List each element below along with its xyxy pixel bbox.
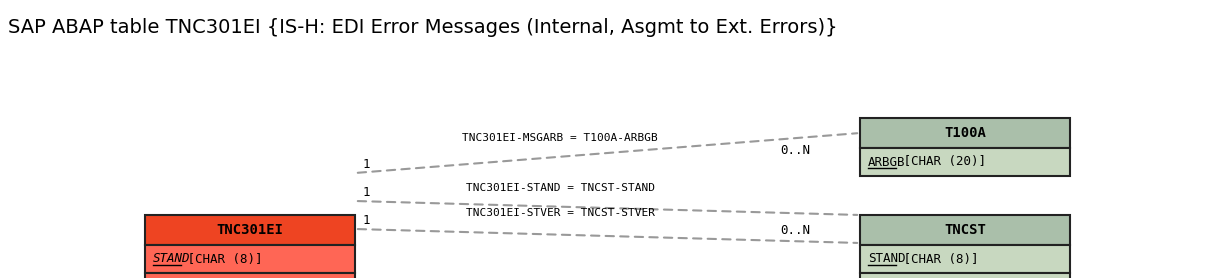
Text: [CHAR (8)]: [CHAR (8)] [180, 252, 263, 265]
Bar [860, 148, 1070, 176]
Text: 1: 1 [363, 215, 371, 227]
Text: STAND: STAND [153, 252, 190, 265]
Bar [860, 245, 1070, 273]
Bar [860, 273, 1070, 278]
Text: TNC301EI-MSGARB = T100A-ARBGB: TNC301EI-MSGARB = T100A-ARBGB [463, 133, 658, 143]
Bar [145, 273, 355, 278]
Bar [145, 215, 355, 245]
Text: TNC301EI-STVER = TNCST-STVER: TNC301EI-STVER = TNCST-STVER [465, 208, 654, 218]
Text: [CHAR (8)]: [CHAR (8)] [896, 252, 978, 265]
Text: STAND: STAND [867, 252, 906, 265]
Text: 1: 1 [363, 158, 371, 172]
Text: 0..N: 0..N [780, 224, 810, 237]
Text: SAP ABAP table TNC301EI {IS-H: EDI Error Messages (Internal, Asgmt to Ext. Error: SAP ABAP table TNC301EI {IS-H: EDI Error… [9, 18, 838, 37]
Text: [CHAR (20)]: [CHAR (20)] [896, 155, 985, 168]
Text: 1: 1 [363, 187, 371, 200]
Text: ARBGB: ARBGB [867, 155, 906, 168]
Text: T100A: T100A [944, 126, 987, 140]
Text: TNC301EI: TNC301EI [216, 223, 283, 237]
Text: TNCST: TNCST [944, 223, 987, 237]
Bar [860, 215, 1070, 245]
Text: 0..N: 0..N [780, 143, 810, 157]
Text: TNC301EI-STAND = TNCST-STAND: TNC301EI-STAND = TNCST-STAND [465, 183, 654, 193]
Bar [860, 118, 1070, 148]
Bar [145, 245, 355, 273]
